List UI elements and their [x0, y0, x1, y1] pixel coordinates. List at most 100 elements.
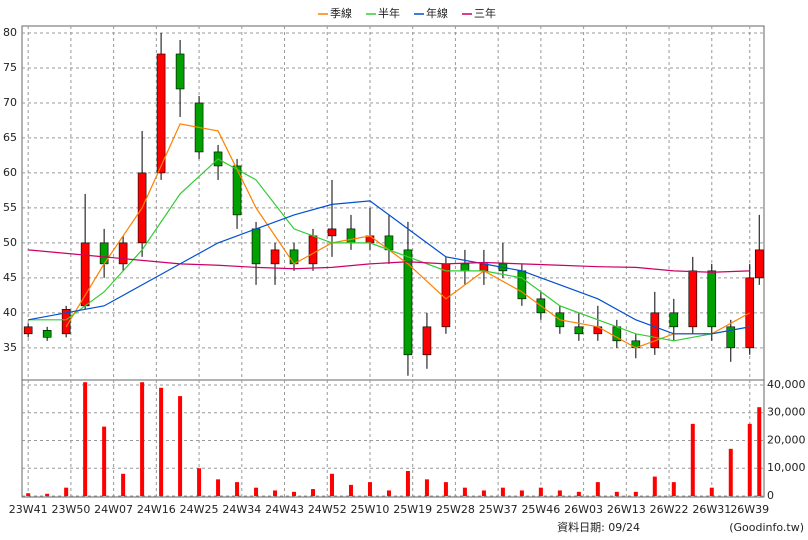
y-tick-label: 30,000 — [767, 406, 806, 419]
x-tick-label: 26W03 — [564, 503, 603, 516]
volume-bar — [557, 490, 562, 496]
plot-frame — [21, 25, 765, 498]
volume-bar — [757, 407, 762, 496]
x-tick-label: 26W22 — [650, 503, 689, 516]
y-tick-label: 0 — [767, 489, 774, 502]
y-tick-label: 35 — [3, 341, 17, 354]
candle-body — [726, 326, 736, 349]
candle-body — [669, 312, 679, 328]
x-tick-label: 26W31 — [692, 503, 731, 516]
volume-bar — [121, 473, 126, 496]
y-tick-label: 65 — [3, 131, 17, 144]
volume-bar — [45, 493, 50, 496]
candle-body — [327, 228, 337, 237]
volume-bar — [140, 382, 145, 496]
volume-bar — [614, 491, 619, 496]
candle-body — [688, 270, 698, 328]
candle-body — [574, 326, 584, 335]
volume-bar — [329, 473, 334, 496]
ma-line — [65, 123, 751, 349]
candle-body — [175, 53, 185, 90]
y-tick-label: 70 — [3, 96, 17, 109]
candle-body — [754, 249, 764, 279]
footer-date: 資料日期: 09/24 — [557, 520, 640, 534]
candle-body — [270, 249, 280, 265]
volume-bar — [348, 484, 353, 496]
candle-body — [118, 242, 128, 265]
volume-bar — [405, 471, 410, 496]
volume-bar — [633, 491, 638, 496]
candle-body — [460, 263, 470, 272]
x-tick-label: 25W19 — [393, 503, 432, 516]
volume-bar — [26, 493, 31, 496]
volume-bar — [424, 479, 429, 496]
x-tick-label: 24W16 — [137, 503, 176, 516]
y-tick-label: 20,000 — [767, 433, 806, 446]
volume-bar — [102, 426, 107, 496]
volume-bar — [311, 489, 316, 496]
volume-bar — [367, 482, 372, 496]
candle-body — [308, 235, 318, 265]
volume-bar — [747, 423, 752, 496]
volume-bar — [519, 490, 524, 496]
x-tick-label: 24W52 — [308, 503, 347, 516]
y-tick-label: 55 — [3, 201, 17, 214]
x-tick-label: 23W41 — [9, 503, 48, 516]
legend-label: 年線 — [426, 6, 448, 20]
volume-bar — [216, 479, 221, 496]
volume-bar — [671, 482, 676, 496]
legend-label: 季線 — [330, 6, 352, 20]
y-tick-label: 50 — [3, 236, 17, 249]
x-tick-label: 25W10 — [351, 503, 390, 516]
ma-line — [28, 158, 750, 342]
y-tick-label: 60 — [3, 166, 17, 179]
volume-bar — [386, 490, 391, 496]
candle-body — [42, 330, 52, 338]
volume-bar — [595, 482, 600, 496]
volume-bar — [273, 490, 278, 496]
candle-body — [403, 249, 413, 356]
x-tick-label: 25W28 — [436, 503, 475, 516]
volume-bar — [728, 448, 733, 496]
candle-body — [650, 312, 660, 349]
y-tick-label: 45 — [3, 271, 17, 284]
volume-bar — [159, 387, 164, 496]
legend-label: 三年 — [474, 6, 496, 20]
candle-body — [707, 270, 717, 328]
volume-bar — [83, 382, 88, 496]
ma-line — [28, 249, 750, 273]
candle-body — [156, 53, 166, 174]
x-tick-label: 26W13 — [607, 503, 646, 516]
y-tick-label: 75 — [3, 61, 17, 74]
candle-body — [745, 277, 755, 349]
volume-bar — [500, 487, 505, 496]
legend-label: 半年 — [378, 6, 400, 20]
volume-bar — [443, 482, 448, 496]
volume-bar — [64, 487, 69, 496]
x-tick-label: 24W34 — [222, 503, 261, 516]
x-tick-label: 25W37 — [479, 503, 518, 516]
volume-bar — [254, 487, 259, 496]
source: (Goodinfo.tw) — [729, 521, 804, 534]
volume-bar — [197, 468, 202, 496]
candle-body — [61, 309, 71, 335]
y-tick-label: 80 — [3, 26, 17, 39]
y-tick-label: 40,000 — [767, 378, 806, 391]
volume-bar — [652, 476, 657, 496]
candle-body — [251, 228, 261, 265]
volume-bar — [709, 487, 714, 496]
volume-bar — [481, 490, 486, 496]
volume-bar — [690, 423, 695, 496]
volume-bar — [576, 491, 581, 496]
volume-bar — [292, 491, 297, 496]
x-tick-label: 23W50 — [51, 503, 90, 516]
candle-body — [422, 326, 432, 356]
volume-bar — [178, 396, 183, 496]
x-tick-label: 24W43 — [265, 503, 304, 516]
candle-body — [23, 326, 33, 335]
candle-body — [346, 228, 356, 244]
y-tick-label: 10,000 — [767, 461, 806, 474]
ma-line — [28, 200, 750, 335]
x-tick-label: 26W39 — [730, 503, 769, 516]
